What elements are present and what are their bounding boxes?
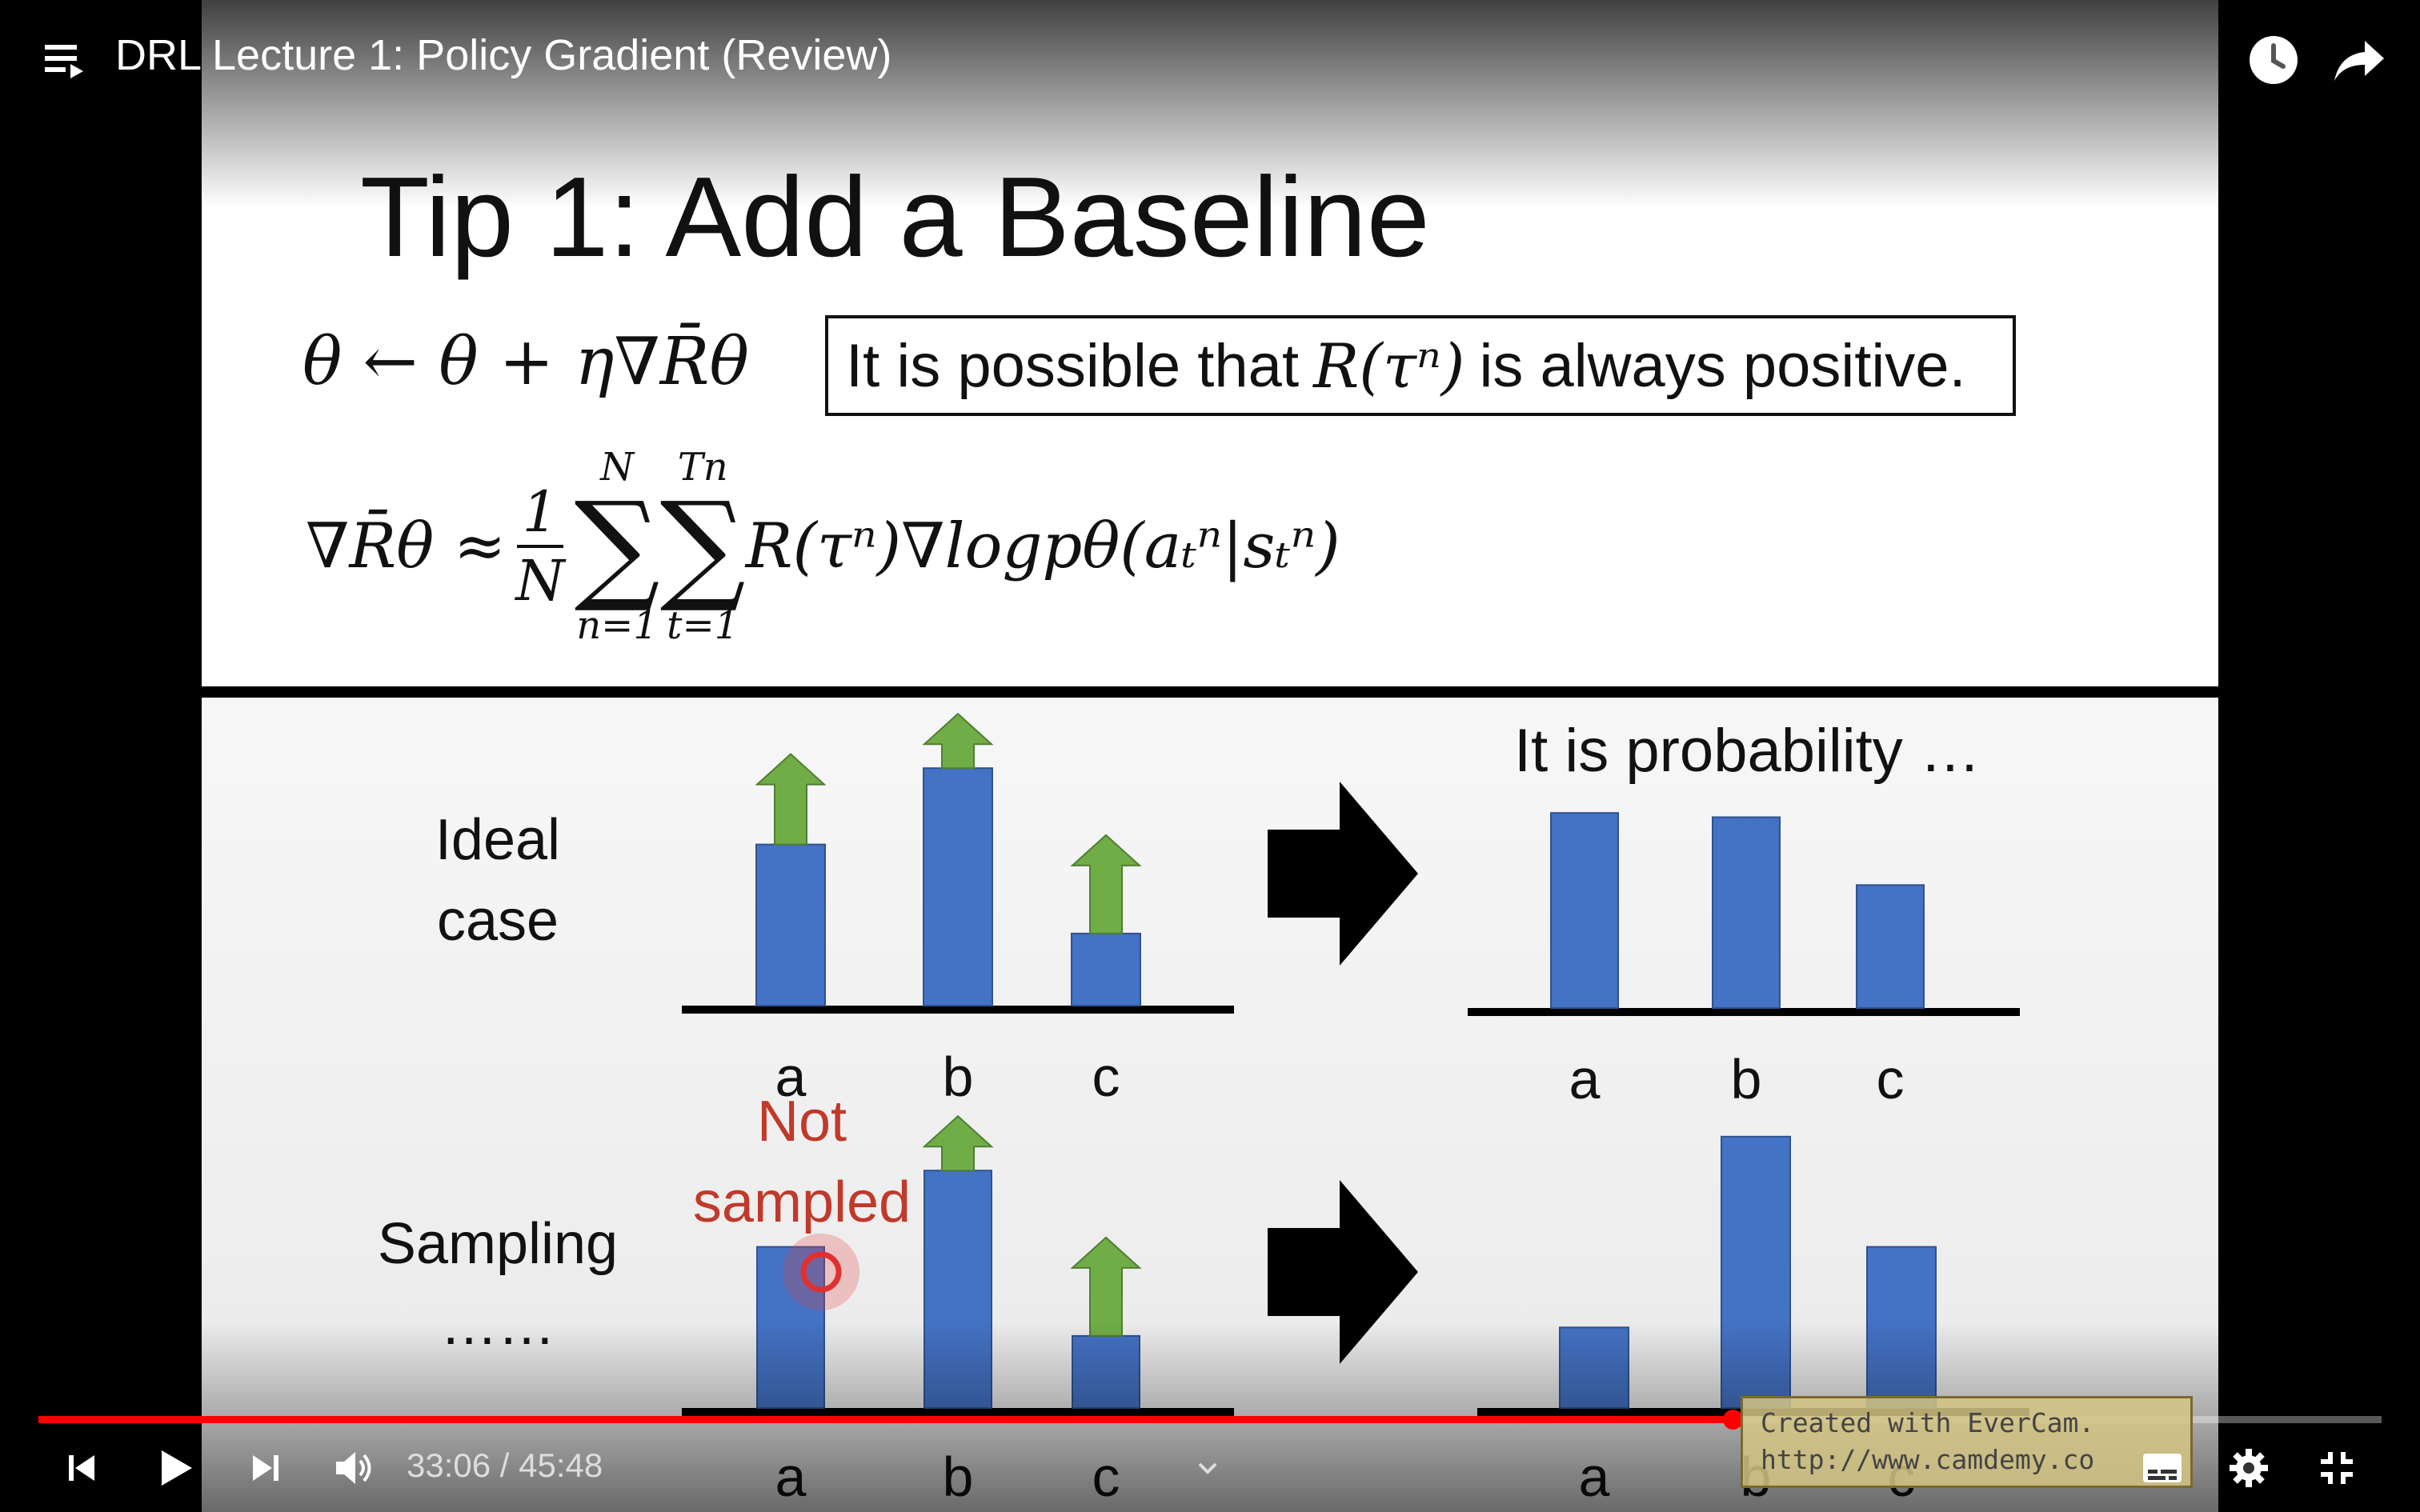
sum-t: Tn ∑ t=1 <box>660 448 746 645</box>
fraction-bar <box>516 545 563 548</box>
chart-0-arrow-b <box>922 712 994 770</box>
evercam-watermark: Created with EverCam. http://www.camdemy… <box>1741 1396 2193 1488</box>
clock-icon[interactable] <box>2246 32 2302 88</box>
chart-2-tick-b: b <box>943 1446 974 1508</box>
chart-3-tick-a: a <box>1579 1446 1610 1508</box>
chart-0-tick-b: b <box>943 1046 974 1108</box>
bar-charts: abcabcabcabc <box>682 712 2029 1508</box>
chart-2-axis <box>682 1408 1234 1416</box>
chart-0-tick-a: a <box>775 1046 807 1108</box>
row-ideal-label: Ideal case <box>378 800 618 962</box>
transition-arrow-2 <box>1268 1180 1418 1364</box>
chart-1-tick-c: c <box>1877 1048 1905 1110</box>
sum-t-sigma: ∑ <box>659 477 746 616</box>
cursor-glow <box>783 1234 859 1310</box>
chart-0-bar-a <box>755 843 826 1006</box>
chart-2-arrow-c <box>1070 1236 1142 1337</box>
chart-1-tick-a: a <box>1569 1048 1601 1110</box>
chevron-down-icon[interactable] <box>1196 1440 1228 1496</box>
chart-3-bar-b <box>1721 1135 1791 1410</box>
chart-3-bar-a <box>1559 1326 1629 1410</box>
chart-1-axis <box>1468 1008 2020 1016</box>
note-box: It is possible that R(τⁿ) is always posi… <box>825 315 2016 416</box>
progress-scrubber[interactable] <box>1722 1410 1743 1430</box>
time-display: 33:06 / 45:48 <box>407 1446 603 1485</box>
chart-0-arrow-a <box>755 753 827 846</box>
sum-n-top: N <box>600 445 635 490</box>
volume-icon[interactable] <box>335 1440 383 1496</box>
chart-0-arrow-c <box>1070 834 1142 934</box>
subtitles-icon[interactable] <box>2142 1440 2190 1496</box>
skip-previous-icon[interactable] <box>66 1440 106 1496</box>
chart-1-bar-c <box>1856 884 1925 1010</box>
sum-n: N ∑ n=1 <box>575 448 660 645</box>
time-separator: / <box>499 1446 510 1484</box>
chart-1-bar-a <box>1550 812 1619 1010</box>
fraction-denominator: N <box>515 548 565 614</box>
sum-t-top: Tn <box>677 445 728 490</box>
fraction: 1 N <box>515 484 564 609</box>
chart-2-bar-c <box>1072 1334 1140 1410</box>
sum-t-bottom: t=1 <box>667 603 739 648</box>
play-icon[interactable] <box>158 1440 198 1496</box>
not-sampled-line1: Not <box>756 1090 847 1154</box>
progress-bar[interactable] <box>38 1410 2382 1430</box>
chart-0-axis <box>682 1006 1234 1014</box>
watermark-line1: Created with EverCam. <box>1761 1407 2095 1438</box>
cursor-marker <box>800 1251 842 1293</box>
slide-divider <box>202 686 2218 698</box>
note-suffix: is always positive. <box>1479 331 1966 400</box>
watermark-line2: http://www.camdemy.co <box>1761 1444 2095 1476</box>
chart-2-bar-b <box>924 1170 992 1409</box>
row-sampling-label-line1: Sampling <box>377 1212 619 1276</box>
duration: 45:48 <box>519 1446 603 1484</box>
update-rule-equation: θ ← θ + η∇R̄θ <box>302 324 749 400</box>
not-sampled-line2: sampled <box>692 1170 912 1234</box>
gradient-equation: ∇R̄θ ≈ 1 N N ∑ n=1 Tn ∑ t=1 R(τⁿ)∇logpθ(… <box>306 448 1340 645</box>
transition-arrow-1 <box>1268 782 1418 966</box>
chart-3-bar-c <box>1866 1246 1937 1409</box>
row-ideal-label-line2: case <box>436 888 559 953</box>
chart-2-tick-c: c <box>1092 1446 1120 1508</box>
gradient-rhs: R(τⁿ)∇logpθ(aₜⁿ|sₜⁿ) <box>745 510 1340 582</box>
probability-title: It is probability … <box>1514 717 1981 785</box>
not-sampled-label: Not sampled <box>674 1082 930 1243</box>
note-math: R(τⁿ) <box>1313 330 1465 402</box>
sum-n-bottom: n=1 <box>576 603 658 648</box>
note-prefix: It is possible that <box>846 331 1300 400</box>
chart-0-bar-b <box>923 767 993 1006</box>
chart-1-tick-b: b <box>1731 1048 1762 1110</box>
chart-0-tick-c: c <box>1092 1046 1120 1108</box>
playlist-icon[interactable] <box>40 35 88 83</box>
gear-icon[interactable] <box>2228 1440 2276 1496</box>
current-time: 33:06 <box>407 1446 491 1484</box>
video-title[interactable]: DRL Lecture 1: Policy Gradient (Review) <box>115 31 892 79</box>
sum-n-sigma: ∑ <box>574 477 660 616</box>
lecture-slide: Tip 1: Add a Baseline θ ← θ + η∇R̄θ It i… <box>202 0 2218 1512</box>
chart-2-arrow-b <box>922 1114 994 1172</box>
chart-1-bar-b <box>1712 816 1781 1009</box>
progress-played <box>38 1416 1733 1423</box>
fraction-numerator: 1 <box>522 479 559 545</box>
skip-next-icon[interactable] <box>250 1440 290 1496</box>
chart-0-bar-c <box>1071 932 1141 1007</box>
chart-2-tick-a: a <box>775 1446 807 1508</box>
share-arrow-icon[interactable] <box>2330 32 2388 88</box>
exit-fullscreen-icon[interactable] <box>2318 1440 2366 1496</box>
gradient-lhs: ∇R̄θ ≈ <box>306 510 507 582</box>
row-ideal-label-line1: Ideal <box>435 808 561 872</box>
